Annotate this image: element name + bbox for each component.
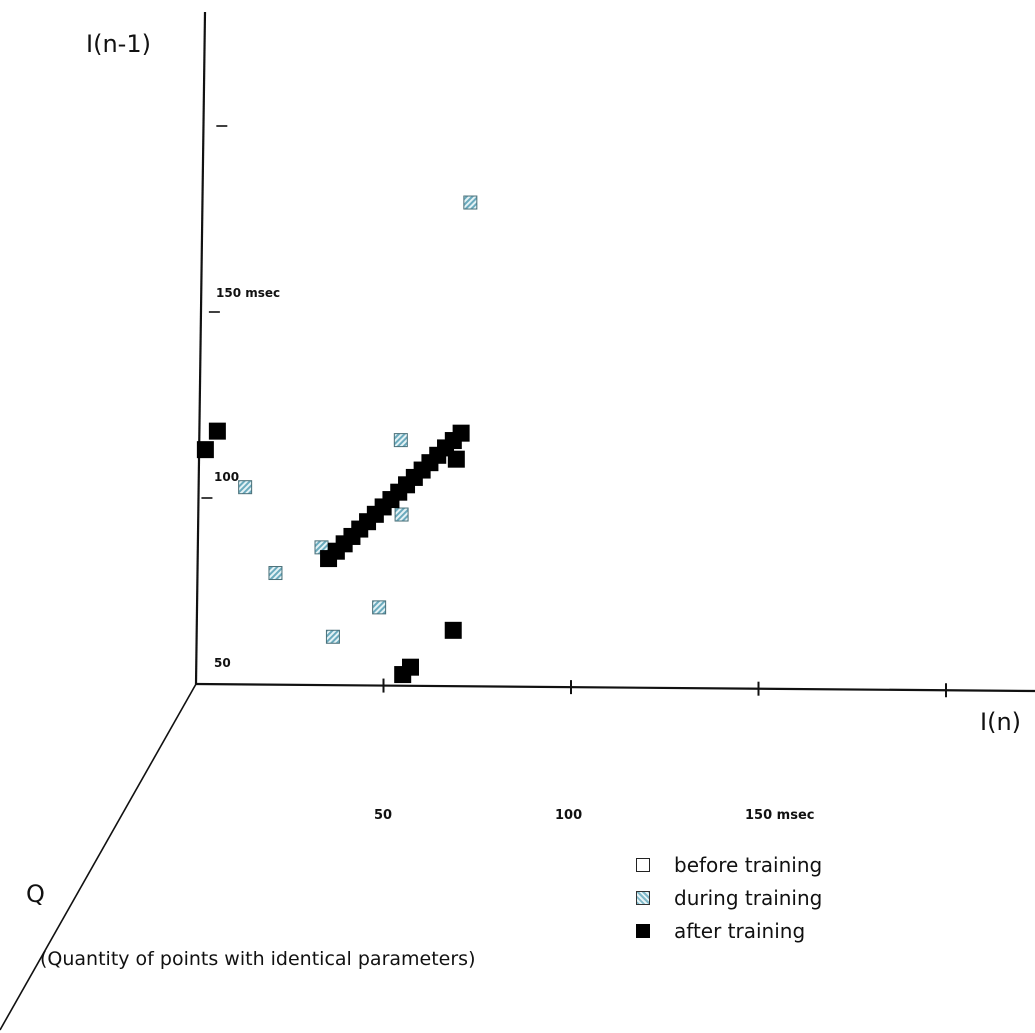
marker-after-training [452,424,470,442]
x-axis-line [195,682,1035,693]
marker-during-training [325,629,340,644]
x-tick-label-150: 150 msec [745,808,815,823]
marker-after-training [444,621,462,639]
marker-during-training [463,195,478,210]
legend: before training during training after tr… [636,848,822,947]
data-marks [196,195,478,684]
x-axis-title: I(n) [980,708,1022,736]
y-tick-label-50: 50 [214,656,231,670]
legend-item-after: after training [636,914,822,947]
marker-during-training [268,566,283,581]
z-axis-line [0,683,197,1031]
marker-after-training [196,441,214,459]
z-axis-note: (Quantity of points with identical param… [40,948,476,970]
marker-after-training [401,658,419,676]
z-axis-title: Q [26,880,45,908]
marker-after-training [447,450,465,468]
y-tick-label-150: 150 msec [216,286,281,300]
marker-during-training [238,480,253,495]
y-axis-title: I(n-1) [86,30,151,58]
legend-label-during: during training [674,885,823,910]
marker-after-training [208,422,226,440]
legend-label-after: after training [674,918,806,943]
legend-swatch-during [636,890,650,905]
y-axis-line [194,11,207,685]
x-tick-label-100: 100 [555,808,583,823]
legend-item-during: during training [636,881,822,914]
legend-swatch-before [636,857,650,872]
marker-during-training [372,600,387,615]
axes-group [0,11,1035,1031]
legend-label-before: before training [674,852,823,877]
x-tick-label-50: 50 [374,808,393,823]
tick-marks [201,125,947,698]
marker-during-training [393,433,408,448]
y-tick-label-100: 100 [214,470,240,484]
marker-during-training [394,507,409,522]
legend-swatch-after [636,923,650,938]
legend-item-before: before training [636,848,822,881]
